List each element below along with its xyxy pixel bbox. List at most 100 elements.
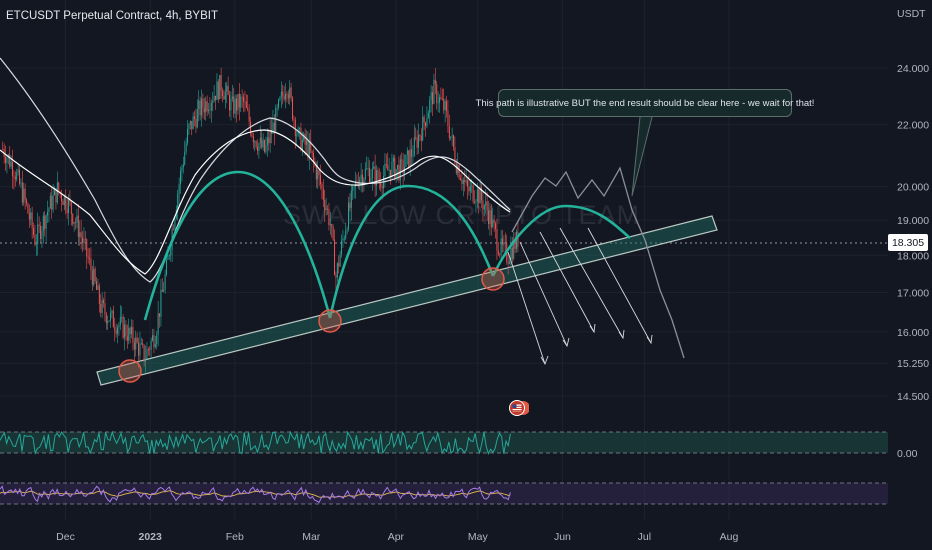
candle-body [322,188,324,201]
candle-body [437,102,439,104]
candle-body [468,186,470,192]
candle-body [20,182,22,184]
candle-body [423,116,425,123]
candle-body [390,169,392,178]
candle-body [392,157,394,162]
candle-body [434,79,436,85]
candle-body [13,175,15,177]
candle-body [72,213,74,224]
candle-body [51,195,53,210]
candle-body [245,101,247,108]
candle-body [336,263,338,278]
x-tick-label: Dec [56,531,75,543]
x-tick-label: Mar [302,531,321,543]
current-price-badge: 18.305 [888,234,928,251]
candle-body [90,258,92,271]
candle-body [355,181,357,187]
annotation-pointer [631,116,653,197]
candle-body [492,219,494,228]
candle-body [301,140,303,151]
candle-body [198,100,200,110]
candle-body [381,187,383,189]
candle-body [335,275,337,278]
candle-body [388,169,390,171]
candle-body [341,240,343,255]
candle-body [363,179,365,186]
candle-body [226,85,228,92]
candle-body [432,92,434,105]
candle-body [369,167,371,183]
candle-body [233,96,235,114]
candle-body [244,101,246,103]
candle-body [425,122,427,127]
candle-body [299,128,301,129]
candle-body [327,208,329,210]
candle-body [17,169,19,173]
candle-body [391,161,393,178]
candle-body [167,255,169,260]
candle-body [133,342,135,350]
candle-body [164,274,166,290]
candle-body [489,210,491,224]
candle-body [114,327,116,331]
y-tick-label: 22.000 [897,120,929,132]
candle-body [500,238,502,255]
candle-body [104,303,106,315]
candle-body [286,93,288,95]
candle-body [96,281,98,290]
annotation-callout: This path is illustrative BUT the end re… [476,89,814,117]
candle-body [55,188,57,203]
candle-body [160,289,162,317]
candle-body [181,167,183,172]
candle-body [182,164,184,168]
candle-body [65,195,67,210]
candle-body [346,229,348,231]
candle-body [103,299,105,304]
flag-icon[interactable] [509,399,529,417]
candle-body [293,119,295,120]
candle-body [272,122,274,134]
candle-body [511,247,513,259]
candle-body [16,172,18,180]
candle-body [163,289,165,292]
candle-body [429,99,431,113]
candle-body [313,153,315,162]
candle-body [279,97,281,100]
candle-body [240,96,242,108]
candle-body [237,93,239,111]
candle-body [384,164,386,176]
candle-body [276,107,278,109]
candle-body [516,231,518,249]
candle-body [311,150,313,154]
candle-body [180,171,182,185]
candle-body [153,335,155,348]
arc-1 [143,170,332,321]
candle-body [476,189,478,202]
candle-body [402,160,404,174]
candle-body [504,242,506,244]
candle-body [373,166,375,169]
candle-body [317,170,319,180]
indicator-panel-2 [0,482,888,505]
candle-body [196,109,198,128]
candle-body [26,199,28,204]
x-tick-label: Jun [554,531,571,543]
candle-body [406,150,408,155]
y-tick-label: 17.000 [897,287,929,299]
candle-body [34,234,36,245]
candle-body [168,255,170,257]
candle-body [408,150,410,167]
candle-body [135,337,137,350]
candle-body [290,87,292,98]
candle-body [93,268,95,285]
candle-body [12,161,14,176]
candle-body [385,164,387,166]
candle-body [481,187,483,201]
candle-body [241,96,243,98]
candle-body [111,310,113,313]
candle-body [262,140,264,148]
candle-body [37,224,39,245]
candle-body [472,185,474,202]
candle-body [150,340,152,350]
